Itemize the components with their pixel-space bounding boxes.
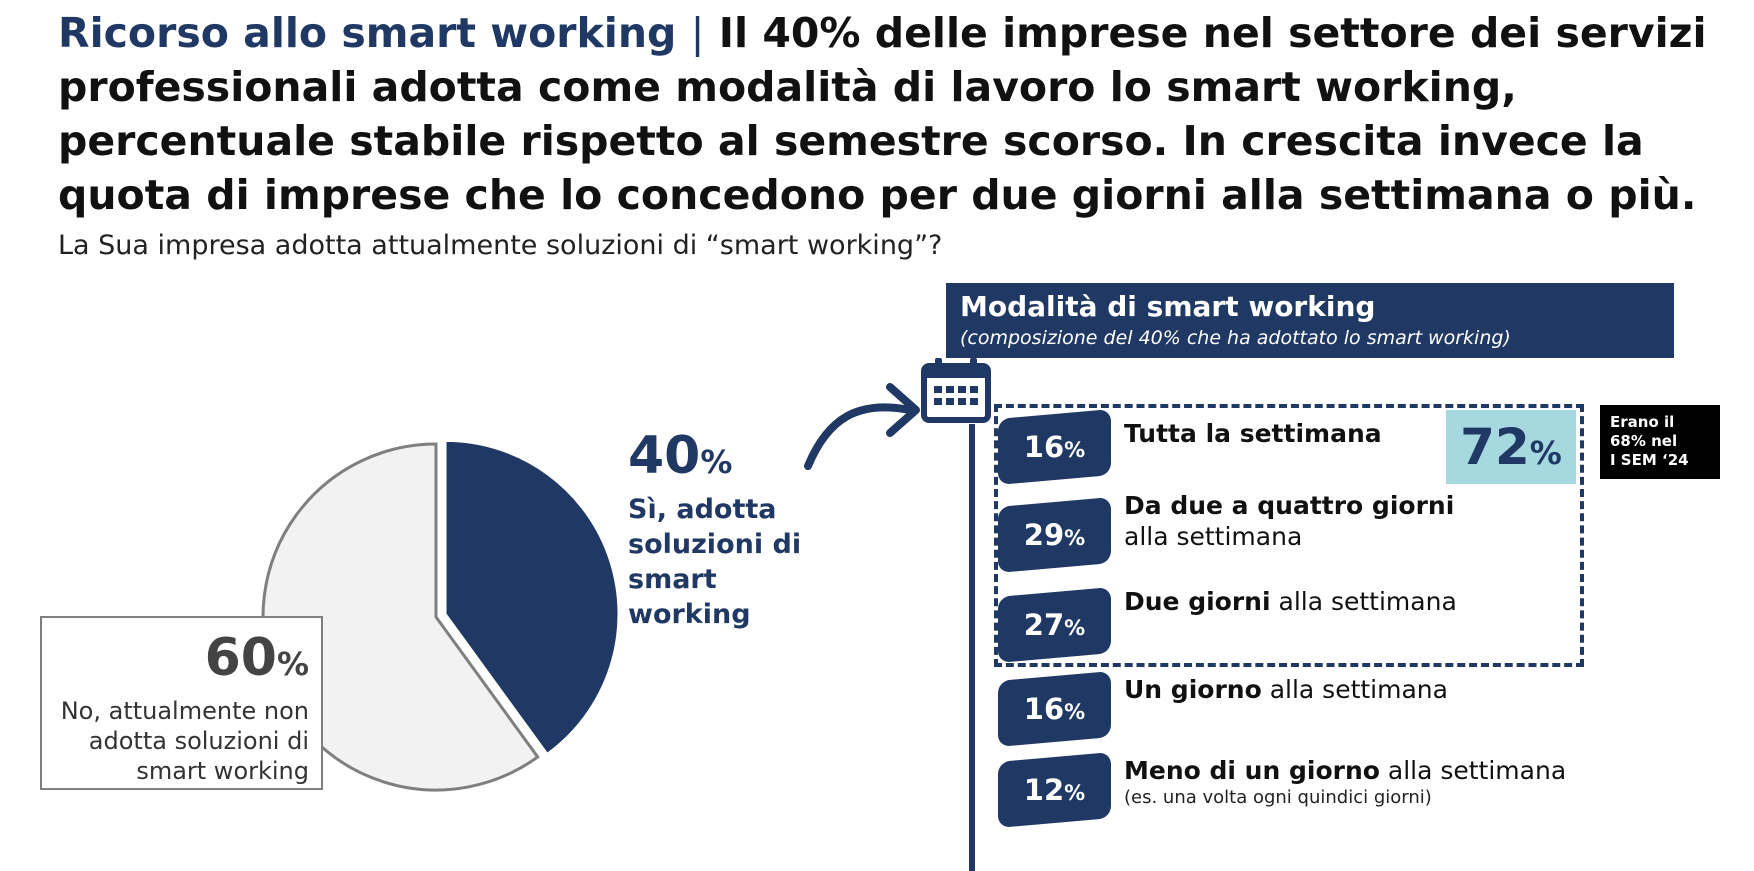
badge-pct-sign: % [1064, 781, 1086, 805]
panel-header: Modalità di smart working (composizione … [946, 283, 1674, 358]
panel-title: Modalità di smart working [960, 290, 1376, 323]
item-label: Due giorni alla settimana [1124, 586, 1644, 617]
grouped-items-box [994, 404, 1584, 667]
item-label-bold: Tutta la settimana [1124, 419, 1382, 448]
yes-label-text: Sì, adotta soluzioni di smart working [628, 494, 802, 630]
item-note: (es. una volta ogni quindici giorni) [1124, 787, 1432, 808]
highlight-number: 72 [1460, 418, 1530, 476]
item-label: Un giorno alla settimana [1124, 674, 1644, 705]
total-highlight: 72% [1446, 410, 1576, 484]
timeline-line [969, 424, 975, 871]
item-label: Meno di un giorno alla settimana (es. una… [1124, 755, 1644, 810]
item-label-bold: Da due a quattro giorni [1124, 491, 1455, 520]
no-number: 60 [204, 628, 277, 688]
title-accent: Ricorso allo smart working [58, 9, 677, 57]
badge-pct-sign: % [1064, 526, 1086, 550]
yes-pct-sign: % [700, 443, 733, 481]
item-label-rest: alla settimana [1261, 675, 1448, 704]
item-label-rest: alla settimana [1379, 756, 1567, 785]
note-line: Erano il [1610, 413, 1675, 431]
yes-percentage: 40% [628, 426, 732, 492]
badge-value: 12% [998, 757, 1111, 823]
badge-number: 12 [1023, 773, 1065, 807]
highlight-pct-sign: % [1529, 434, 1562, 472]
badge-number: 16 [1023, 692, 1065, 726]
no-pct-sign: % [276, 645, 309, 683]
yes-number: 40 [628, 426, 701, 486]
note-line: 68% nel [1610, 432, 1678, 450]
badge-value: 27% [998, 592, 1111, 658]
calendar-icon [921, 358, 991, 423]
comparison-note: Erano il 68% nel I SEM ‘24 [1600, 405, 1720, 479]
badge-pct-sign: % [1064, 438, 1086, 462]
badge-pct-sign: % [1064, 616, 1086, 640]
badge-value: 16% [998, 414, 1111, 480]
badge-value: 16% [998, 676, 1111, 742]
item-label-bold: Meno di un giorno [1124, 756, 1380, 785]
item-label-rest: alla settimana [1124, 522, 1303, 551]
title-main: Il 40% delle imprese nel settore dei ser… [58, 9, 1707, 219]
item-label-bold: Due giorni [1124, 587, 1271, 616]
no-label-text: No, attualmente non adotta soluzioni di … [60, 697, 309, 785]
item-label: Da due a quattro giorni alla settimana [1124, 490, 1484, 552]
survey-question: La Sua impresa adotta attualmente soluzi… [58, 230, 943, 261]
title-separator: | [690, 9, 705, 57]
page-title: Ricorso allo smart working | Il 40% dell… [58, 6, 1718, 222]
no-percentage: 60% [42, 630, 309, 692]
badge-number: 27 [1023, 608, 1065, 642]
badge-number: 16 [1023, 430, 1065, 464]
item-label-rest: alla settimana [1270, 587, 1457, 616]
pie-slice-yes [444, 439, 620, 756]
badge-value: 29% [998, 502, 1111, 568]
panel-subtitle: (composizione del 40% che ha adottato lo… [960, 327, 1511, 349]
badge-pct-sign: % [1064, 700, 1086, 724]
no-label-box: 60% No, attualmente non adotta soluzioni… [40, 616, 323, 790]
item-label: Tutta la settimana [1124, 418, 1644, 449]
badge-number: 29 [1023, 518, 1065, 552]
item-label-bold: Un giorno [1124, 675, 1262, 704]
note-line: I SEM ‘24 [1610, 451, 1689, 469]
